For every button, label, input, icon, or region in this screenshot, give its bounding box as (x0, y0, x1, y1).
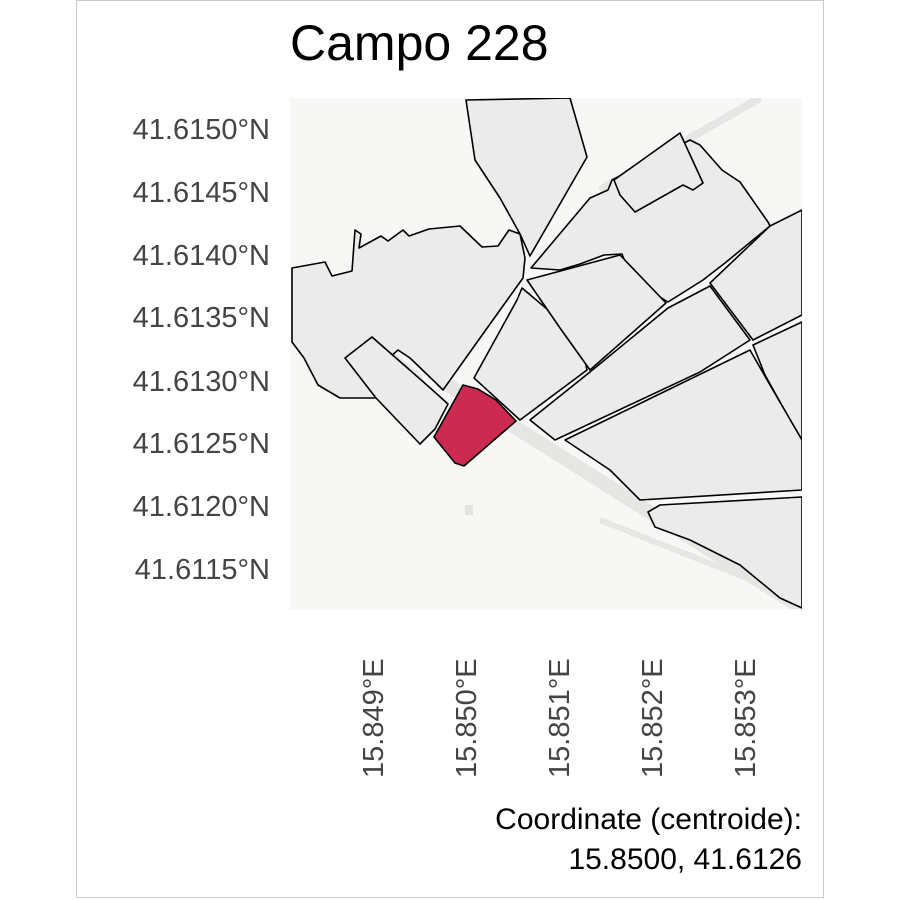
parcel[interactable] (526, 254, 667, 371)
parcel[interactable] (647, 496, 802, 609)
y-tick-label: 41.6120°N (132, 491, 270, 523)
x-tick-label: 15.851°E (544, 658, 576, 778)
y-tick-label: 41.6135°N (132, 302, 270, 334)
caption-coordinates: 15.8500, 41.6126 (568, 843, 802, 876)
y-tick-label: 41.6130°N (132, 366, 270, 398)
x-tick-label: 15.852°E (637, 658, 669, 778)
y-tick-label: 41.6115°N (134, 554, 270, 586)
map-panel (290, 98, 802, 609)
parcel[interactable] (613, 132, 704, 213)
y-tick-label: 41.6145°N (132, 177, 270, 209)
parcel[interactable] (529, 285, 751, 441)
map-title: Campo 228 (290, 15, 549, 71)
y-tick-label: 41.6125°N (132, 428, 270, 460)
x-tick-label: 15.853°E (730, 658, 762, 778)
y-tick-label: 41.6140°N (132, 240, 270, 272)
parcel[interactable] (564, 349, 802, 501)
x-tick-label: 15.850°E (451, 658, 483, 778)
y-tick-label: 41.6150°N (132, 114, 270, 146)
parcel[interactable] (344, 336, 449, 445)
parcel[interactable] (709, 209, 802, 341)
parcel[interactable] (465, 98, 588, 257)
centroid-caption: Coordinate (centroide): 15.8500, 41.6126 (495, 800, 802, 880)
x-tick-label: 15.849°E (358, 658, 390, 778)
parcels (291, 98, 802, 609)
selected-parcel[interactable] (433, 384, 517, 467)
caption-line: Coordinate (centroide): (495, 803, 802, 836)
